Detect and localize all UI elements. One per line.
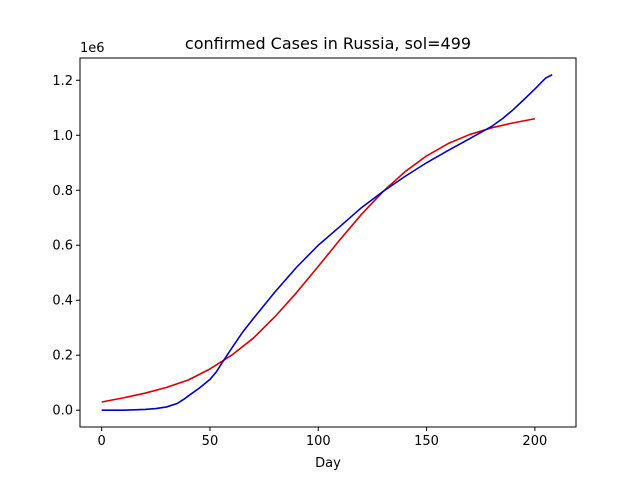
x-axis-label: Day: [315, 456, 341, 471]
ticks-layer: 0 50 100 150 200 0.0 0.2 0.4 0.6 0.8 1.0 1.2: [52, 74, 547, 449]
x-tick-label: 150: [414, 434, 439, 449]
y-tick-label: 0.0: [52, 404, 73, 419]
y-tick-label: 1.2: [52, 74, 73, 89]
x-tick-label: 200: [522, 434, 547, 449]
y-tick-label: 0.4: [52, 294, 73, 309]
series-line-2: [101, 74, 553, 412]
y-tick-label: 0.2: [52, 349, 73, 364]
y-tick-label: 1.0: [52, 129, 73, 144]
plot-frame: [79, 57, 577, 428]
x-tick-label: 0: [98, 434, 106, 449]
chart-title: confirmed Cases in Russia, sol=499: [185, 34, 471, 53]
y-tick-label: 0.6: [52, 239, 73, 254]
y-tick-label: 0.8: [52, 184, 73, 199]
series-line-1: [101, 117, 535, 403]
x-tick-label: 50: [202, 434, 219, 449]
x-tick-label: 100: [306, 434, 331, 449]
y-offset-label: 1e6: [80, 41, 105, 56]
series-layer: [101, 74, 553, 412]
